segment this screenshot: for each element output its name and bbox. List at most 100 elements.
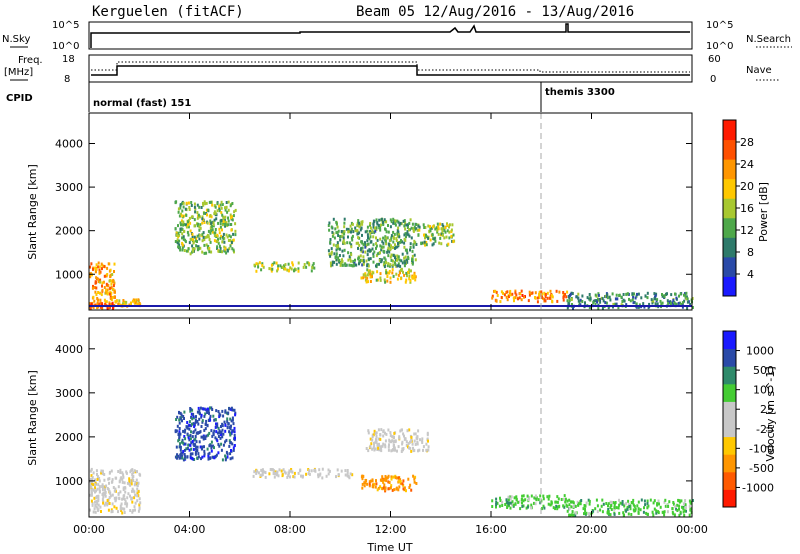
- range-time-cell: [200, 457, 202, 461]
- range-time-cell: [684, 503, 687, 507]
- range-time-cell: [331, 234, 334, 238]
- range-time-cell: [397, 476, 400, 480]
- range-time-cell: [552, 506, 555, 510]
- range-time-cell: [124, 500, 127, 504]
- range-time-cell: [355, 263, 358, 267]
- range-time-cell: [424, 243, 426, 247]
- range-time-cell: [566, 290, 569, 294]
- range-time-cell: [390, 475, 393, 479]
- range-time-cell: [622, 513, 625, 517]
- range-time-cell: [205, 434, 208, 438]
- range-time-cell: [196, 456, 199, 460]
- range-time-cell: [392, 259, 395, 263]
- range-time-cell: [691, 306, 694, 309]
- range-time-cell: [319, 472, 322, 476]
- range-time-cell: [335, 222, 338, 226]
- range-time-cell: [448, 223, 451, 227]
- range-time-cell: [130, 497, 133, 501]
- range-time-cell: [221, 458, 224, 462]
- range-time-cell: [95, 489, 98, 493]
- range-time-cell: [105, 282, 108, 286]
- range-time-cell: [380, 428, 383, 432]
- range-time-cell: [351, 264, 354, 268]
- range-time-cell: [218, 231, 221, 235]
- range-time-cell: [577, 502, 580, 506]
- velocity-cells: [89, 406, 694, 517]
- range-time-cell: [102, 491, 105, 495]
- range-time-cell: [411, 262, 414, 266]
- range-time-cell: [96, 473, 98, 476]
- range-time-cell: [534, 494, 537, 498]
- range-time-cell: [679, 301, 682, 305]
- range-time-cell: [425, 448, 428, 452]
- range-time-cell: [357, 246, 359, 250]
- range-time-cell: [683, 293, 685, 297]
- range-time-cell: [224, 206, 226, 210]
- range-time-cell: [181, 219, 183, 223]
- range-time-cell: [178, 438, 181, 441]
- range-time-cell: [381, 240, 384, 244]
- range-time-cell: [221, 228, 223, 232]
- range-time-cell: [227, 411, 230, 415]
- velocity-colorbar-segment: [723, 401, 736, 420]
- range-time-cell: [180, 413, 183, 417]
- range-time-cell: [181, 451, 184, 455]
- range-time-cell: [596, 510, 599, 514]
- velocity-y-label: Slant Range [km]: [26, 370, 39, 466]
- range-time-cell: [131, 473, 134, 476]
- range-time-cell: [574, 504, 577, 508]
- range-time-cell: [228, 439, 231, 443]
- range-time-cell: [198, 417, 201, 421]
- range-time-cell: [289, 266, 292, 270]
- range-time-cell: [223, 420, 226, 424]
- range-time-cell: [234, 411, 237, 415]
- range-time-cell: [361, 259, 364, 263]
- range-time-cell: [661, 510, 664, 514]
- range-time-cell: [92, 483, 95, 487]
- range-time-cell: [224, 458, 227, 462]
- range-time-cell: [372, 260, 375, 264]
- range-time-cell: [347, 235, 349, 239]
- range-time-cell: [380, 223, 382, 227]
- range-time-cell: [379, 276, 382, 280]
- range-time-cell: [397, 220, 400, 224]
- range-time-cell: [379, 278, 382, 282]
- range-time-cell: [340, 261, 343, 265]
- range-time-cell: [520, 289, 523, 293]
- range-time-cell: [187, 223, 189, 227]
- range-time-cell: [609, 513, 612, 517]
- range-time-cell: [234, 229, 237, 233]
- range-time-cell: [387, 474, 390, 478]
- range-time-cell: [108, 292, 111, 296]
- range-time-cell: [683, 513, 686, 517]
- range-time-cell: [174, 455, 177, 459]
- range-time-cell: [210, 440, 213, 444]
- range-time-cell: [259, 473, 262, 477]
- range-time-cell: [588, 512, 591, 516]
- range-time-cell: [193, 205, 196, 209]
- range-time-cell: [352, 230, 355, 234]
- range-time-cell: [538, 293, 540, 297]
- range-time-cell: [398, 233, 400, 237]
- range-time-cell: [626, 292, 629, 296]
- range-time-cell: [373, 429, 376, 433]
- range-time-cell: [646, 502, 649, 506]
- power-colorbar-tick-label: 4: [747, 268, 754, 281]
- range-time-cell: [601, 510, 604, 514]
- range-time-cell: [362, 474, 365, 478]
- range-time-cell: [397, 488, 400, 492]
- power-colorbar-segment: [723, 159, 736, 180]
- range-time-cell: [360, 226, 363, 230]
- range-time-cell: [222, 237, 225, 241]
- velocity-colorbar-tick-label: 500: [753, 364, 774, 377]
- range-time-cell: [375, 438, 377, 442]
- range-time-cell: [98, 490, 101, 494]
- range-time-cell: [594, 293, 597, 297]
- range-time-cell: [359, 254, 362, 258]
- range-time-cell: [366, 229, 369, 233]
- range-time-cell: [196, 245, 199, 249]
- range-time-cell: [216, 202, 219, 206]
- range-time-cell: [215, 409, 218, 413]
- range-time-cell: [351, 234, 354, 238]
- power-cells: [89, 200, 694, 310]
